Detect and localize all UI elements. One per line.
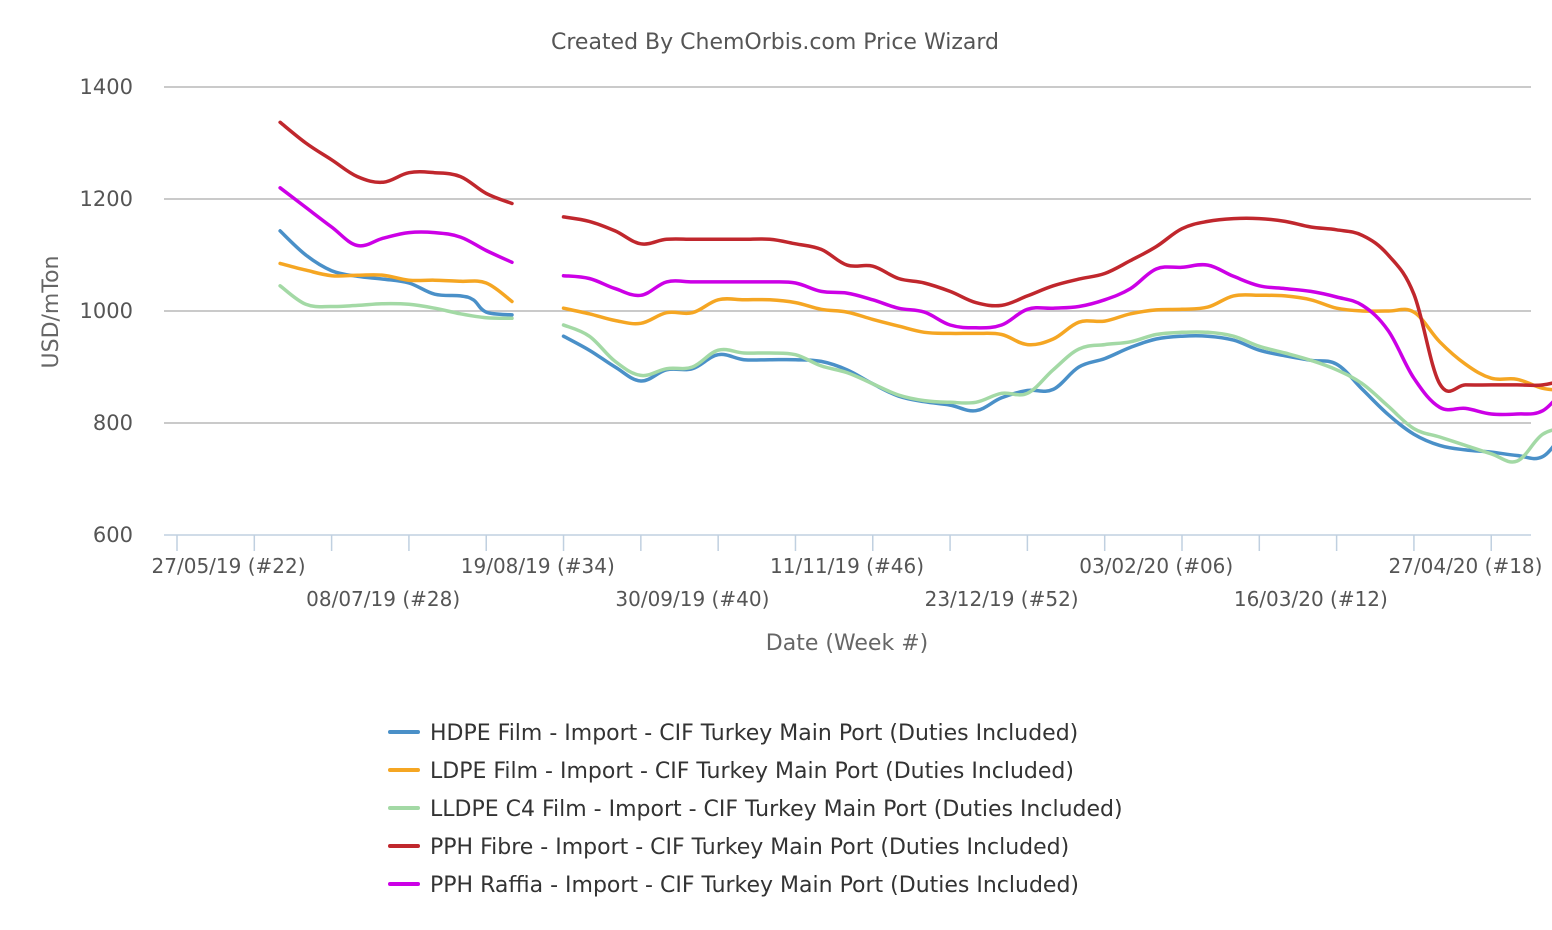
series-line-5-segment-2 — [561, 262, 1552, 417]
grid-lines — [164, 86, 1531, 424]
series-line-2-segment-1 — [278, 261, 514, 304]
series-line-3-segment-1 — [278, 284, 514, 321]
y-tick-label: 800 — [93, 411, 133, 435]
series-line-2-segment-2 — [561, 293, 1552, 392]
x-tick-label: 16/03/20 (#12) — [1234, 587, 1388, 611]
legend-item[interactable]: HDPE Film - Import - CIF Turkey Main Por… — [388, 721, 1078, 746]
legend-label: PPH Fibre - Import - CIF Turkey Main Por… — [430, 835, 1069, 860]
y-axis-title: USD/mTon — [39, 256, 64, 369]
x-tick-label: 27/04/20 (#18) — [1388, 554, 1542, 578]
legend[interactable]: HDPE Film - Import - CIF Turkey Main Por… — [388, 721, 1123, 898]
x-tick-label: 30/09/19 (#40) — [615, 587, 769, 611]
y-axis-ticks: 600 800 1000 1200 1400 — [80, 75, 133, 547]
legend-label: HDPE Film - Import - CIF Turkey Main Por… — [430, 721, 1078, 746]
series-line-4-segment-1 — [278, 120, 514, 206]
x-tick-label: 27/05/19 (#22) — [152, 554, 306, 578]
x-tick-label: 11/11/19 (#46) — [770, 554, 924, 578]
x-axis-title: Date (Week #) — [766, 631, 928, 656]
x-axis-ticks: 27/05/19 (#22)08/07/19 (#28)19/08/19 (#3… — [152, 535, 1542, 611]
series-lines — [278, 120, 1552, 464]
y-tick-label: 1200 — [80, 187, 133, 211]
x-tick-label: 19/08/19 (#34) — [461, 554, 615, 578]
series-line-1-segment-2 — [561, 334, 1552, 461]
y-tick-label: 1400 — [80, 75, 133, 99]
y-tick-label: 1000 — [80, 299, 133, 323]
x-tick-label: 03/02/20 (#06) — [1079, 554, 1233, 578]
series-line-4-segment-2 — [561, 215, 1552, 393]
series-line-5-segment-1 — [278, 186, 514, 265]
chart-title: Created By ChemOrbis.com Price Wizard — [551, 30, 999, 55]
legend-item[interactable]: LDPE Film - Import - CIF Turkey Main Por… — [388, 759, 1074, 784]
series-line-3-segment-2 — [561, 323, 1552, 464]
legend-item[interactable]: PPH Raffia - Import - CIF Turkey Main Po… — [388, 873, 1079, 898]
legend-label: PPH Raffia - Import - CIF Turkey Main Po… — [430, 873, 1079, 898]
legend-label: LDPE Film - Import - CIF Turkey Main Por… — [430, 759, 1074, 784]
x-tick-label: 08/07/19 (#28) — [306, 587, 460, 611]
legend-item[interactable]: PPH Fibre - Import - CIF Turkey Main Por… — [388, 835, 1069, 860]
x-tick-label: 23/12/19 (#52) — [925, 587, 1079, 611]
series-line-1-segment-1 — [278, 229, 514, 317]
legend-label: LLDPE C4 Film - Import - CIF Turkey Main… — [430, 797, 1123, 822]
y-tick-label: 600 — [93, 523, 133, 547]
legend-item[interactable]: LLDPE C4 Film - Import - CIF Turkey Main… — [388, 797, 1123, 822]
